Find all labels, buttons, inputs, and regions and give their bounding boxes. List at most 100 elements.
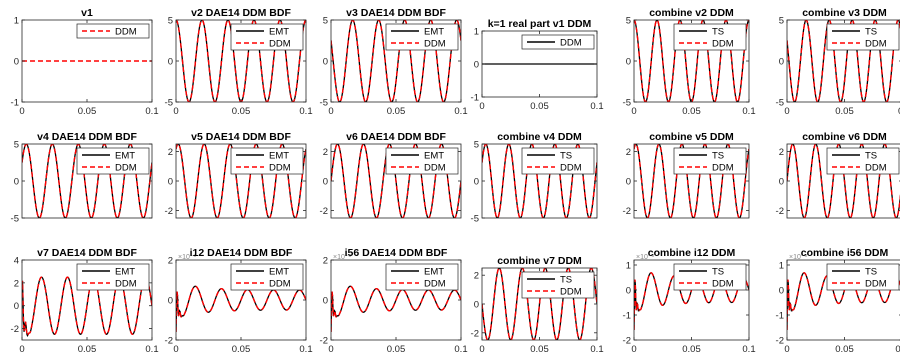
legend-label: DDM [424, 39, 446, 50]
legend-box [76, 263, 150, 291]
y-tick-label: 5 [323, 16, 328, 27]
axis-exponent-label: ×10⁻³ [789, 254, 808, 261]
legend-label: DDM [712, 279, 734, 290]
subplot-title: combine i12 DDM [648, 247, 736, 259]
legend: DDM [76, 23, 150, 39]
axis-exponent-label: ×10⁻³ [636, 254, 655, 261]
y-tick-label: -5 [320, 98, 328, 109]
y-tick-label: -2 [165, 206, 173, 217]
legend-label: DDM [269, 39, 291, 50]
series-line-ddm [482, 268, 597, 340]
y-tick-label: 0 [474, 300, 479, 311]
y-tick-label: 5 [626, 16, 631, 27]
y-tick-label: 2 [626, 147, 631, 158]
legend-label: DDM [115, 27, 137, 38]
x-tick-label: 0 [479, 101, 484, 112]
subplot-title: i12 DAE14 DDM BDF [190, 247, 293, 259]
legend-label: TS [560, 275, 572, 286]
y-tick-label: -2 [320, 336, 328, 347]
x-tick-label: 0. [898, 106, 900, 117]
legend-label: DDM [560, 287, 582, 298]
legend-box [826, 23, 900, 51]
series-line-ddm [482, 144, 597, 218]
x-tick-label: 0 [19, 106, 24, 117]
y-tick-label: 1 [14, 16, 19, 27]
x-tick-label: 0 [19, 344, 24, 355]
y-tick-label: -1 [623, 311, 631, 322]
x-tick-label: 0 [631, 344, 636, 355]
x-tick-label: 0.05 [232, 344, 251, 355]
y-tick-label: 0 [14, 177, 19, 188]
legend-box [230, 147, 304, 175]
y-tick-label: -1 [776, 311, 784, 322]
legend-box [521, 34, 595, 50]
y-tick-label: 2 [779, 147, 784, 158]
legend-label: DDM [865, 279, 887, 290]
legend-box [673, 147, 747, 175]
y-tick-label: 0 [626, 286, 631, 297]
legend-label: DDM [560, 163, 582, 174]
y-tick-label: 5 [14, 140, 19, 151]
legend-label: TS [865, 267, 877, 278]
y-tick-label: -5 [165, 98, 173, 109]
legend-label: DDM [865, 39, 887, 50]
x-tick-label: 0.1 [145, 106, 158, 117]
subplot-title: v1 [81, 7, 93, 19]
subplot-title: i56 DAE14 DDM BDF [345, 247, 448, 259]
x-tick-label: 0.1 [145, 344, 158, 355]
legend-label: EMT [424, 151, 444, 162]
y-tick-label: -5 [471, 214, 479, 225]
subplot-title: k=1 real part v1 DDM [488, 18, 592, 30]
legend-label: EMT [424, 27, 444, 38]
x-tick-label: 0.1 [895, 344, 900, 355]
y-tick-label: 0 [168, 57, 173, 68]
legend-label: DDM [269, 279, 291, 290]
x-tick-label: 0.05 [835, 106, 854, 117]
subplot-title: combine v5 DDM [649, 131, 734, 143]
y-tick-label: 0 [626, 57, 631, 68]
y-tick-label: 0 [323, 296, 328, 307]
legend-label: DDM [269, 163, 291, 174]
y-tick-label: 0 [626, 177, 631, 188]
legend-label: EMT [269, 27, 289, 38]
y-tick-label: 0 [14, 57, 19, 68]
legend-label: EMT [115, 267, 135, 278]
series-line-ddm [634, 20, 749, 102]
legend-label: DDM [865, 163, 887, 174]
legend-label: DDM [424, 279, 446, 290]
x-tick-label: 0 [784, 344, 789, 355]
legend-label: EMT [115, 151, 135, 162]
y-tick-label: -2 [623, 206, 631, 217]
legend-label: DDM [712, 39, 734, 50]
legend-box [826, 147, 900, 175]
legend-box [230, 23, 304, 51]
series-line-ddm [634, 144, 749, 218]
x-tick-label: 0.1 [299, 344, 312, 355]
legend-label: DDM [560, 38, 582, 49]
legend-label: TS [712, 267, 724, 278]
subplot-title: v7 DAE14 DDM BDF [37, 247, 137, 259]
legend-box [521, 271, 595, 299]
legend-box [826, 263, 900, 291]
x-tick-label: 0 [328, 106, 333, 117]
y-tick-label: -2 [471, 328, 479, 339]
legend-box [385, 23, 459, 51]
subplot-title: combine v4 DDM [497, 131, 582, 143]
x-tick-label: 0 [328, 344, 333, 355]
y-tick-label: 0 [323, 57, 328, 68]
